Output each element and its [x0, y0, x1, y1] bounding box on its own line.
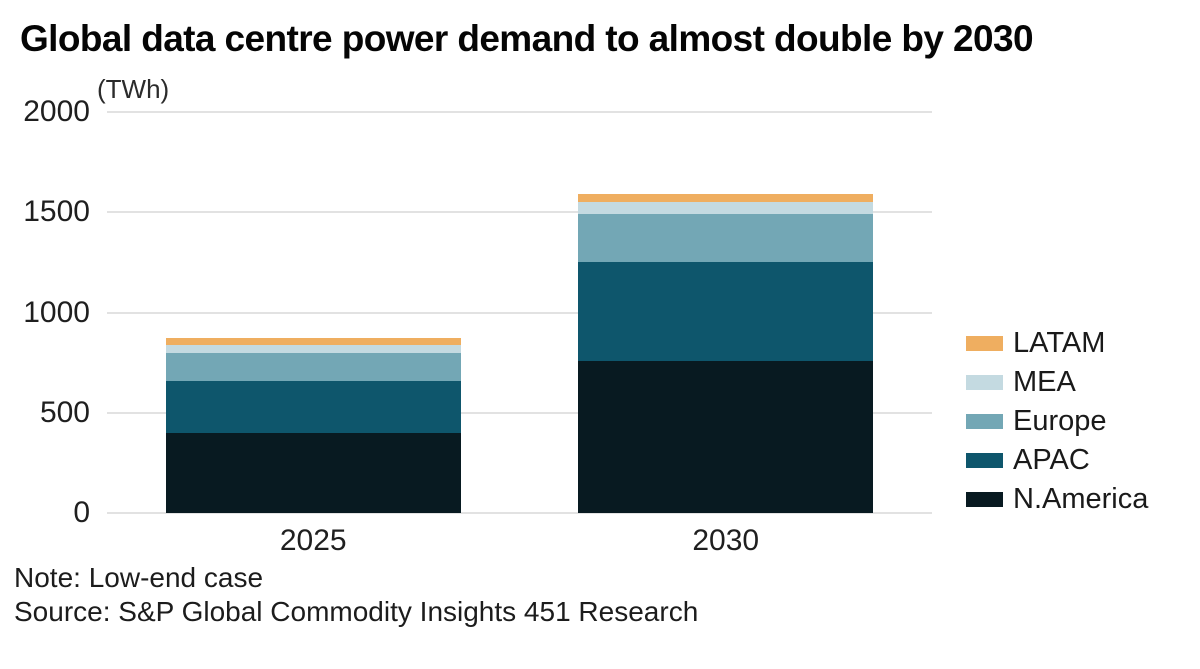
legend-swatch-icon [966, 375, 1003, 390]
legend-row-N.America: N.America [966, 480, 1148, 519]
bar-segment-2025-Europe [165, 352, 461, 381]
gridline-2000 [107, 111, 932, 113]
x-tick-label-2030: 2030 [692, 524, 760, 557]
legend-row-APAC: APAC [966, 441, 1148, 480]
legend-swatch-icon [966, 414, 1003, 429]
legend-swatch-icon [966, 453, 1003, 468]
bar-segment-2030-LATAM [578, 194, 874, 203]
bar-2025 [165, 337, 461, 513]
y-axis-unit-label: (TWh) [97, 74, 170, 104]
bar-segment-2030-N.America [578, 360, 874, 513]
bar-segment-2025-APAC [165, 380, 461, 433]
bar-2030 [578, 194, 874, 513]
legend-swatch-icon [966, 336, 1003, 351]
bar-segment-2025-LATAM [165, 337, 461, 345]
bar-segment-2030-Europe [578, 214, 874, 263]
legend-label: LATAM [1013, 327, 1106, 359]
bar-segment-2025-N.America [165, 432, 461, 513]
legend-label: Europe [1013, 405, 1107, 437]
legend-label: APAC [1013, 444, 1090, 476]
note-text: Note: Low-end case [14, 562, 264, 593]
legend-row-LATAM: LATAM [966, 324, 1148, 363]
gridline-500 [107, 411, 932, 414]
y-tick-label-2000: 2000 [23, 95, 90, 128]
bar-segment-2025-MEA [165, 344, 461, 353]
bar-segment-2030-MEA [578, 202, 874, 215]
chart-title: Global data centre power demand to almos… [20, 18, 1034, 59]
gridline-0 [107, 512, 932, 514]
legend-swatch-icon [966, 492, 1003, 507]
plot-area [107, 111, 932, 514]
legend-row-MEA: MEA [966, 363, 1148, 402]
bar-segment-2030-APAC [578, 262, 874, 361]
gridline-1500 [107, 211, 932, 214]
source-text: Source: S&P Global Commodity Insights 45… [14, 596, 699, 627]
legend: LATAM MEA Europe APAC N.America [966, 324, 1148, 519]
legend-label: MEA [1013, 366, 1076, 398]
y-tick-label-0: 0 [73, 496, 90, 529]
gridline-1000 [107, 311, 932, 314]
y-tick-label-1500: 1500 [23, 195, 90, 229]
legend-label: N.America [1013, 483, 1149, 515]
legend-row-Europe: Europe [966, 402, 1148, 441]
y-tick-label-1000: 1000 [23, 295, 90, 329]
y-tick-label-500: 500 [39, 395, 90, 429]
x-tick-label-2025: 2025 [279, 524, 347, 557]
